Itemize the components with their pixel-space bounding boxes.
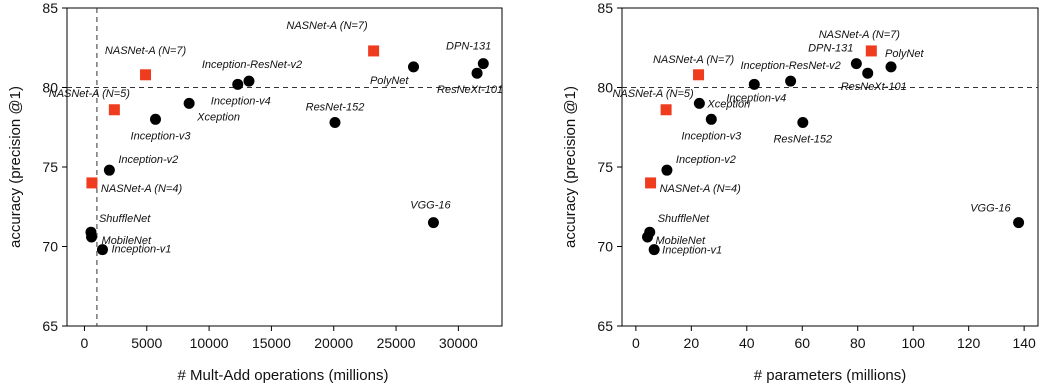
- point-label-nasnet-a-n-7: NASNet-A (N=7): [653, 54, 735, 66]
- x-tick-label: 100: [902, 335, 926, 351]
- point-inception-v1: [96, 244, 108, 256]
- point-xception: [693, 97, 705, 109]
- point-label-inception-v1: Inception-v1: [111, 244, 171, 256]
- point-nasnet-a-n-7: [693, 69, 705, 81]
- y-tick-label: 65: [42, 318, 58, 334]
- x-tick-label: 60: [794, 335, 810, 351]
- point-label-polynet: PolyNet: [370, 75, 409, 87]
- y-tick-label: 85: [597, 0, 613, 16]
- point-inception-v3: [705, 113, 717, 125]
- point-inception-resnet-v2: [785, 75, 797, 87]
- point-label-inception-v4: Inception-v4: [726, 92, 786, 104]
- x-tick-label: 40: [739, 335, 755, 351]
- point-label-shufflenet: ShuffleNet: [99, 213, 151, 225]
- point-nasnet-a-n-5: [660, 104, 672, 116]
- point-label-nasnet-a-n-4: NASNet-A (N=4): [101, 183, 183, 195]
- point-label-xception: Xception: [196, 111, 240, 123]
- point-resnet-152: [797, 116, 809, 128]
- x-tick-label: 30000: [439, 335, 478, 351]
- y-axis-title: accuracy (precision @1): [562, 86, 579, 248]
- point-label-resnet-152: ResNet-152: [306, 101, 365, 113]
- point-label-resnext-101: ResNeXt-101: [841, 81, 907, 93]
- point-label-xception: Xception: [706, 98, 750, 110]
- point-inception-v4: [748, 78, 760, 90]
- x-tick-label: 120: [957, 335, 981, 351]
- point-label-inception-v1: Inception-v1: [662, 245, 722, 257]
- point-nasnet-a-n-4: [645, 177, 657, 189]
- y-tick-label: 70: [42, 239, 58, 255]
- point-label-polynet: PolyNet: [885, 48, 924, 60]
- point-label-nasnet-a-n-5: NASNet-A (N=5): [612, 88, 694, 100]
- point-inception-v3: [149, 113, 161, 125]
- chart-2: 0 20 40 60 80 100 120 140 65 70 75 80 85 # parameters…: [562, 0, 1039, 384]
- point-dpn-131: [850, 58, 862, 70]
- point-nasnet-a-n-7: [865, 45, 877, 57]
- point-mobilenet: [86, 231, 98, 243]
- point-label-mobilenet: MobileNet: [102, 235, 152, 247]
- x-tick-label: 0: [632, 335, 640, 351]
- point-nasnet-a-n-7: [140, 69, 152, 81]
- point-label-nasnet-a-n-7: NASNet-A (N=7): [105, 45, 187, 57]
- point-vgg-16: [427, 217, 439, 229]
- point-label-nasnet-a-n-7: NASNet-A (N=7): [819, 29, 901, 41]
- point-inception-v2: [103, 164, 115, 176]
- point-label-nasnet-a-n-7: NASNet-A (N=7): [286, 20, 368, 32]
- point-resnext-101: [471, 67, 483, 79]
- point-label-resnet-152: ResNet-152: [773, 133, 832, 145]
- point-label-mobilenet: MobileNet: [656, 235, 706, 247]
- x-tick-label: 140: [1012, 335, 1036, 351]
- point-polynet: [885, 61, 897, 73]
- point-inception-v4: [232, 78, 244, 90]
- x-tick-label: 10000: [190, 335, 229, 351]
- point-label-inception-v2: Inception-v2: [118, 154, 178, 166]
- point-polynet: [408, 61, 420, 73]
- point-label-shufflenet: ShuffleNet: [658, 213, 710, 225]
- point-label-vgg-16: VGG-16: [410, 200, 451, 212]
- point-label-inception-v3: Inception-v3: [681, 130, 742, 142]
- y-tick-label: 80: [42, 80, 58, 96]
- y-tick-label: 75: [597, 159, 613, 175]
- point-nasnet-a-n-5: [108, 104, 120, 116]
- point-inception-v1: [648, 244, 660, 256]
- x-axis-title: # parameters (millions): [754, 367, 907, 384]
- point-resnet-152: [329, 116, 341, 128]
- y-tick-label: 70: [597, 239, 613, 255]
- point-label-inception-v3: Inception-v3: [131, 130, 192, 142]
- x-tick-label: 5000: [131, 335, 162, 351]
- point-inception-v2: [661, 164, 673, 176]
- point-label-dpn-131: DPN-131: [446, 41, 491, 53]
- point-label-inception-resnet-v2: Inception-ResNet-v2: [740, 60, 840, 72]
- x-tick-label: 20000: [314, 335, 353, 351]
- point-label-nasnet-a-n-4: NASNet-A (N=4): [660, 183, 742, 195]
- point-label-nasnet-a-n-5: NASNet-A (N=5): [49, 88, 131, 100]
- x-tick-label: 0: [81, 335, 89, 351]
- point-label-inception-v2: Inception-v2: [676, 154, 736, 166]
- y-tick-label: 65: [597, 318, 613, 334]
- y-tick-label: 85: [42, 0, 58, 16]
- x-tick-label: 80: [850, 335, 866, 351]
- point-label-inception-v4: Inception-v4: [211, 95, 271, 107]
- point-nasnet-a-n-4: [86, 177, 98, 189]
- point-dpn-131: [477, 58, 489, 70]
- point-mobilenet: [642, 231, 654, 243]
- point-xception: [183, 97, 195, 109]
- point-vgg-16: [1013, 217, 1025, 229]
- x-tick-label: 20: [684, 335, 700, 351]
- point-inception-resnet-v2: [243, 75, 255, 87]
- point-label-dpn-131: DPN-131: [808, 43, 853, 55]
- x-tick-label: 25000: [377, 335, 416, 351]
- point-label-resnext-101: ResNeXt-101: [437, 84, 503, 96]
- chart-1: 0 5000 10000 15000 20000 25000 30000 65 70 75 80 85…: [7, 0, 503, 384]
- point-label-inception-resnet-v2: Inception-ResNet-v2: [202, 59, 302, 71]
- point-label-vgg-16: VGG-16: [970, 203, 1011, 215]
- x-axis-title: # Mult-Add operations (millions): [178, 367, 389, 384]
- y-axis-title: accuracy (precision @1): [7, 86, 24, 248]
- y-tick-label: 80: [597, 80, 613, 96]
- y-tick-label: 75: [42, 159, 58, 175]
- point-nasnet-a-n-7: [368, 45, 380, 57]
- x-tick-label: 15000: [252, 335, 291, 351]
- point-resnext-101: [862, 67, 874, 79]
